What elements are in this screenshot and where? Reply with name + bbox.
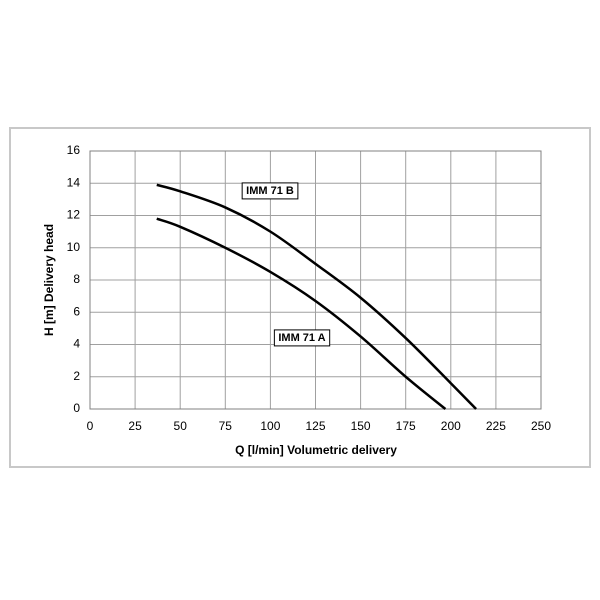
x-tick-label: 150 (351, 419, 371, 433)
series-label-box (241, 182, 299, 200)
y-tick-label: 2 (73, 369, 80, 383)
x-tick-label: 75 (219, 419, 233, 433)
curve (156, 217, 447, 410)
x-tick-label: 25 (128, 419, 142, 433)
y-tick-label: 14 (67, 175, 81, 189)
x-tick-label: 125 (305, 419, 325, 433)
y-tick-label: 16 (67, 143, 81, 157)
x-tick-label: 0 (87, 419, 94, 433)
plot-border (89, 150, 542, 410)
x-tick-label: 250 (531, 419, 551, 433)
curve (156, 183, 477, 410)
x-tick-label: 200 (441, 419, 461, 433)
series-label-box (273, 329, 331, 347)
x-tick-label: 100 (260, 419, 280, 433)
y-tick-label: 8 (73, 272, 80, 286)
y-tick-label: 4 (73, 337, 80, 351)
x-tick-label: 225 (486, 419, 506, 433)
y-axis-title: H [m] Delivery head (42, 224, 56, 336)
y-tick-label: 0 (73, 401, 80, 415)
series-label: IMM 71 A (278, 332, 325, 344)
x-tick-label: 50 (174, 419, 188, 433)
y-tick-label: 6 (73, 304, 80, 318)
y-tick-label: 12 (67, 208, 81, 222)
x-tick-label: 175 (396, 419, 416, 433)
x-axis-title: Q [l/min] Volumetric delivery (235, 443, 397, 457)
series-label: IMM 71 B (246, 185, 294, 197)
y-tick-label: 10 (67, 240, 81, 254)
